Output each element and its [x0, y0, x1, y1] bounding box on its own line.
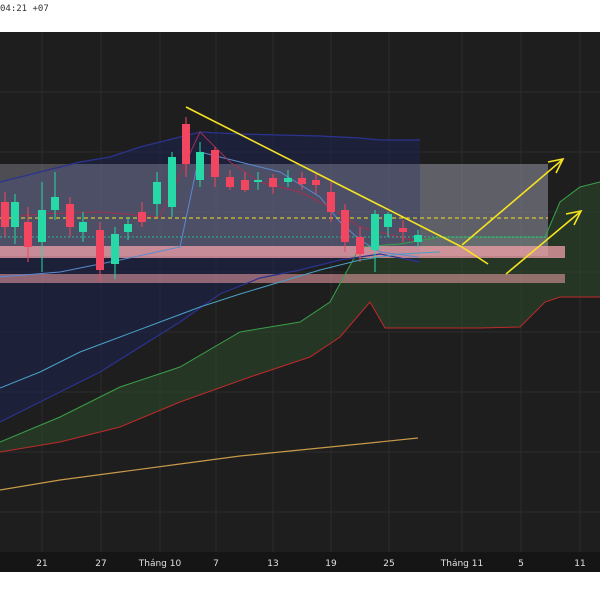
candle-body: [168, 157, 176, 207]
trendline-extension: [461, 246, 489, 265]
x-tick-label: 25: [383, 559, 394, 569]
candle-body: [284, 178, 292, 182]
price-zones: [0, 132, 600, 452]
candle-body: [124, 224, 132, 232]
candle-body: [254, 180, 262, 182]
x-tick-label: Tháng 11: [440, 559, 483, 569]
candle-body: [371, 214, 379, 250]
ichimoku-span-b: [0, 296, 600, 453]
x-tick-label: 19: [325, 559, 337, 569]
candle-body: [241, 180, 249, 190]
candle-body: [269, 178, 277, 187]
candle-body: [312, 180, 320, 185]
x-tick-label: 21: [36, 559, 47, 569]
candle-body: [211, 150, 219, 177]
candle-body: [182, 124, 190, 164]
candle-body: [327, 192, 335, 212]
candle-body: [384, 214, 392, 227]
breakout-arrow-head: [547, 157, 565, 174]
candle-body: [96, 230, 104, 270]
candle-body: [356, 237, 364, 254]
candle-body: [341, 210, 349, 242]
candle-body: [196, 152, 204, 180]
candle-body: [298, 178, 306, 184]
x-axis-band: [0, 552, 600, 572]
x-tick-label: 5: [518, 559, 524, 569]
x-tick-label: 27: [95, 559, 106, 569]
bounce-arrow: [505, 211, 581, 275]
x-axis-ticks: 21 27 Tháng 10 7 13 19 25 Tháng 11 5 11: [36, 559, 585, 569]
candle-body: [24, 222, 32, 247]
candle-body: [111, 234, 119, 264]
bounce-arrow-head: [565, 209, 583, 226]
support-zone-upper: [0, 246, 565, 258]
x-tick-label: 13: [267, 559, 278, 569]
x-tick-label: 11: [574, 559, 585, 569]
x-tick-label: Tháng 10: [138, 559, 182, 569]
candle-body: [66, 204, 74, 227]
candles: [1, 117, 422, 282]
candle-body: [414, 235, 422, 242]
resistance-zone-projection: [420, 164, 548, 256]
x-tick-label: 7: [213, 559, 219, 569]
candle-body: [11, 202, 19, 227]
candle-body: [51, 197, 59, 210]
candle-body: [38, 210, 46, 242]
candle-body: [138, 212, 146, 222]
candle-body: [226, 177, 234, 187]
trend-drawings: [185, 106, 583, 275]
bollinger-lower: [0, 253, 421, 423]
candle-body: [399, 228, 407, 232]
support-zone-lower: [0, 274, 565, 283]
ma-slow-line: [0, 437, 419, 491]
candle-body: [153, 182, 161, 204]
ma-mid-line: [0, 251, 441, 389]
candle-body: [79, 222, 87, 232]
candle-body: [1, 202, 9, 227]
chart-timestamp: 04:21 +07: [0, 4, 49, 14]
descending-trendline: [185, 106, 463, 248]
breakout-arrow: [461, 159, 563, 246]
candlestick-chart[interactable]: 21 27 Tháng 10 7 13 19 25 Tháng 11 5 11: [0, 32, 600, 572]
